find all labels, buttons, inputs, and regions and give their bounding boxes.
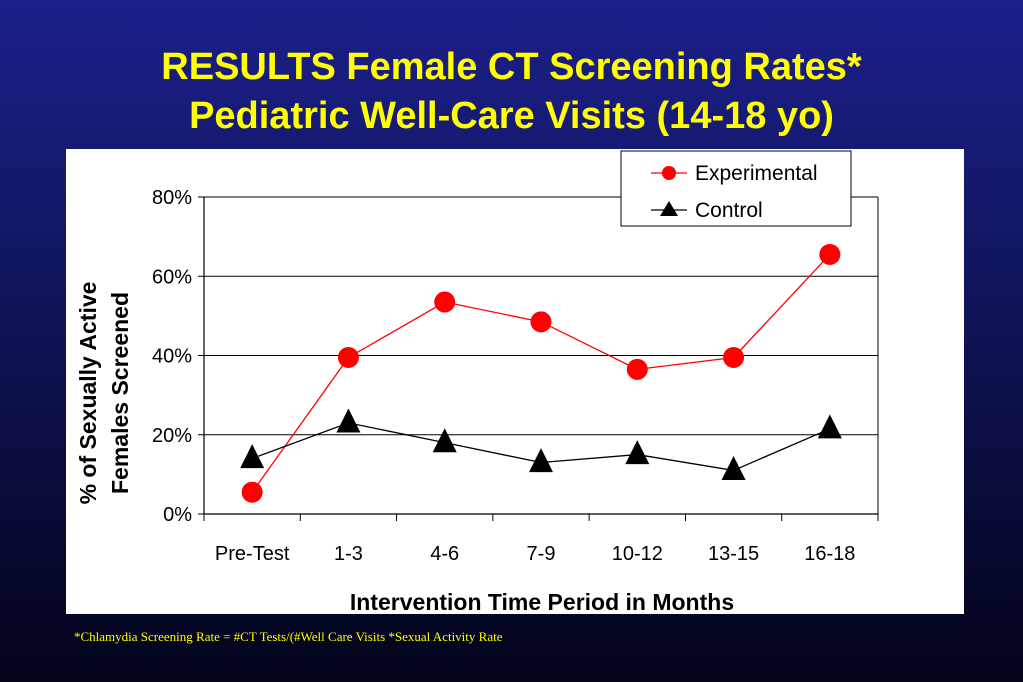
data-point-experimental: [626, 358, 648, 380]
chart-panel: 0% 20% 40% 60% 80% Pre-Test 1-3 4-6 7-9 10-12 13-1…: [66, 149, 964, 614]
x-axis-label: Intervention Time Period in Months: [350, 589, 734, 614]
data-point-control: [721, 456, 746, 481]
x-tick-label: 7-9: [527, 543, 556, 565]
slide-title-line-1: RESULTS Female CT Screening Rates*: [161, 46, 862, 88]
legend-marker-experimental: [662, 166, 676, 180]
x-tick-label: 1-3: [334, 543, 363, 565]
line-chart: 0% 20% 40% 60% 80% Pre-Test 1-3 4-6 7-9 10-12 13-1…: [75, 150, 879, 614]
series-experimental: [241, 243, 841, 503]
data-point-experimental: [819, 243, 841, 265]
data-point-control: [529, 448, 553, 473]
legend-box: [620, 150, 852, 227]
legend-label-control: Control: [695, 199, 763, 222]
data-point-experimental: [434, 291, 456, 313]
data-point-control: [432, 428, 457, 453]
x-tick-label: 4-6: [430, 543, 459, 565]
chart-legend: Experimental Control: [620, 150, 852, 227]
y-axis-label-line-2: Females Screened: [107, 292, 133, 494]
series-layer: [240, 243, 842, 503]
x-tick-label: Pre-Test: [215, 543, 290, 565]
y-tick-label: 60%: [152, 266, 192, 288]
data-point-control: [817, 414, 842, 439]
data-point-experimental: [337, 346, 359, 368]
x-tick-label: 10-12: [612, 543, 663, 565]
data-point-experimental: [723, 346, 745, 368]
slide-title-line-2: Pediatric Well-Care Visits (14-18 yo): [189, 95, 834, 137]
x-tick-label: 16-18: [804, 543, 855, 565]
y-tick-label: 40%: [152, 346, 192, 368]
data-point-control: [625, 440, 650, 465]
legend-label-experimental: Experimental: [695, 162, 818, 185]
x-tick-label: 13-15: [708, 543, 759, 565]
data-point-control: [240, 444, 265, 469]
y-tick-label: 0%: [163, 504, 192, 526]
data-point-control: [336, 408, 361, 433]
data-point-experimental: [530, 311, 552, 333]
y-tick-label: 20%: [152, 425, 192, 447]
axes: 0% 20% 40% 60% 80% Pre-Test 1-3 4-6 7-9 10-12 13-1…: [152, 187, 879, 565]
y-tick-label: 80%: [152, 187, 192, 209]
axis-labels: % of Sexually Active Females Screened In…: [75, 282, 734, 614]
data-point-experimental: [241, 481, 263, 503]
y-axis-label-line-1: % of Sexually Active: [75, 282, 101, 505]
footnote: *Chlamydia Screening Rate = #CT Tests/(#…: [74, 629, 503, 644]
series-control: [240, 408, 842, 481]
legend-marker-control: [660, 201, 678, 216]
